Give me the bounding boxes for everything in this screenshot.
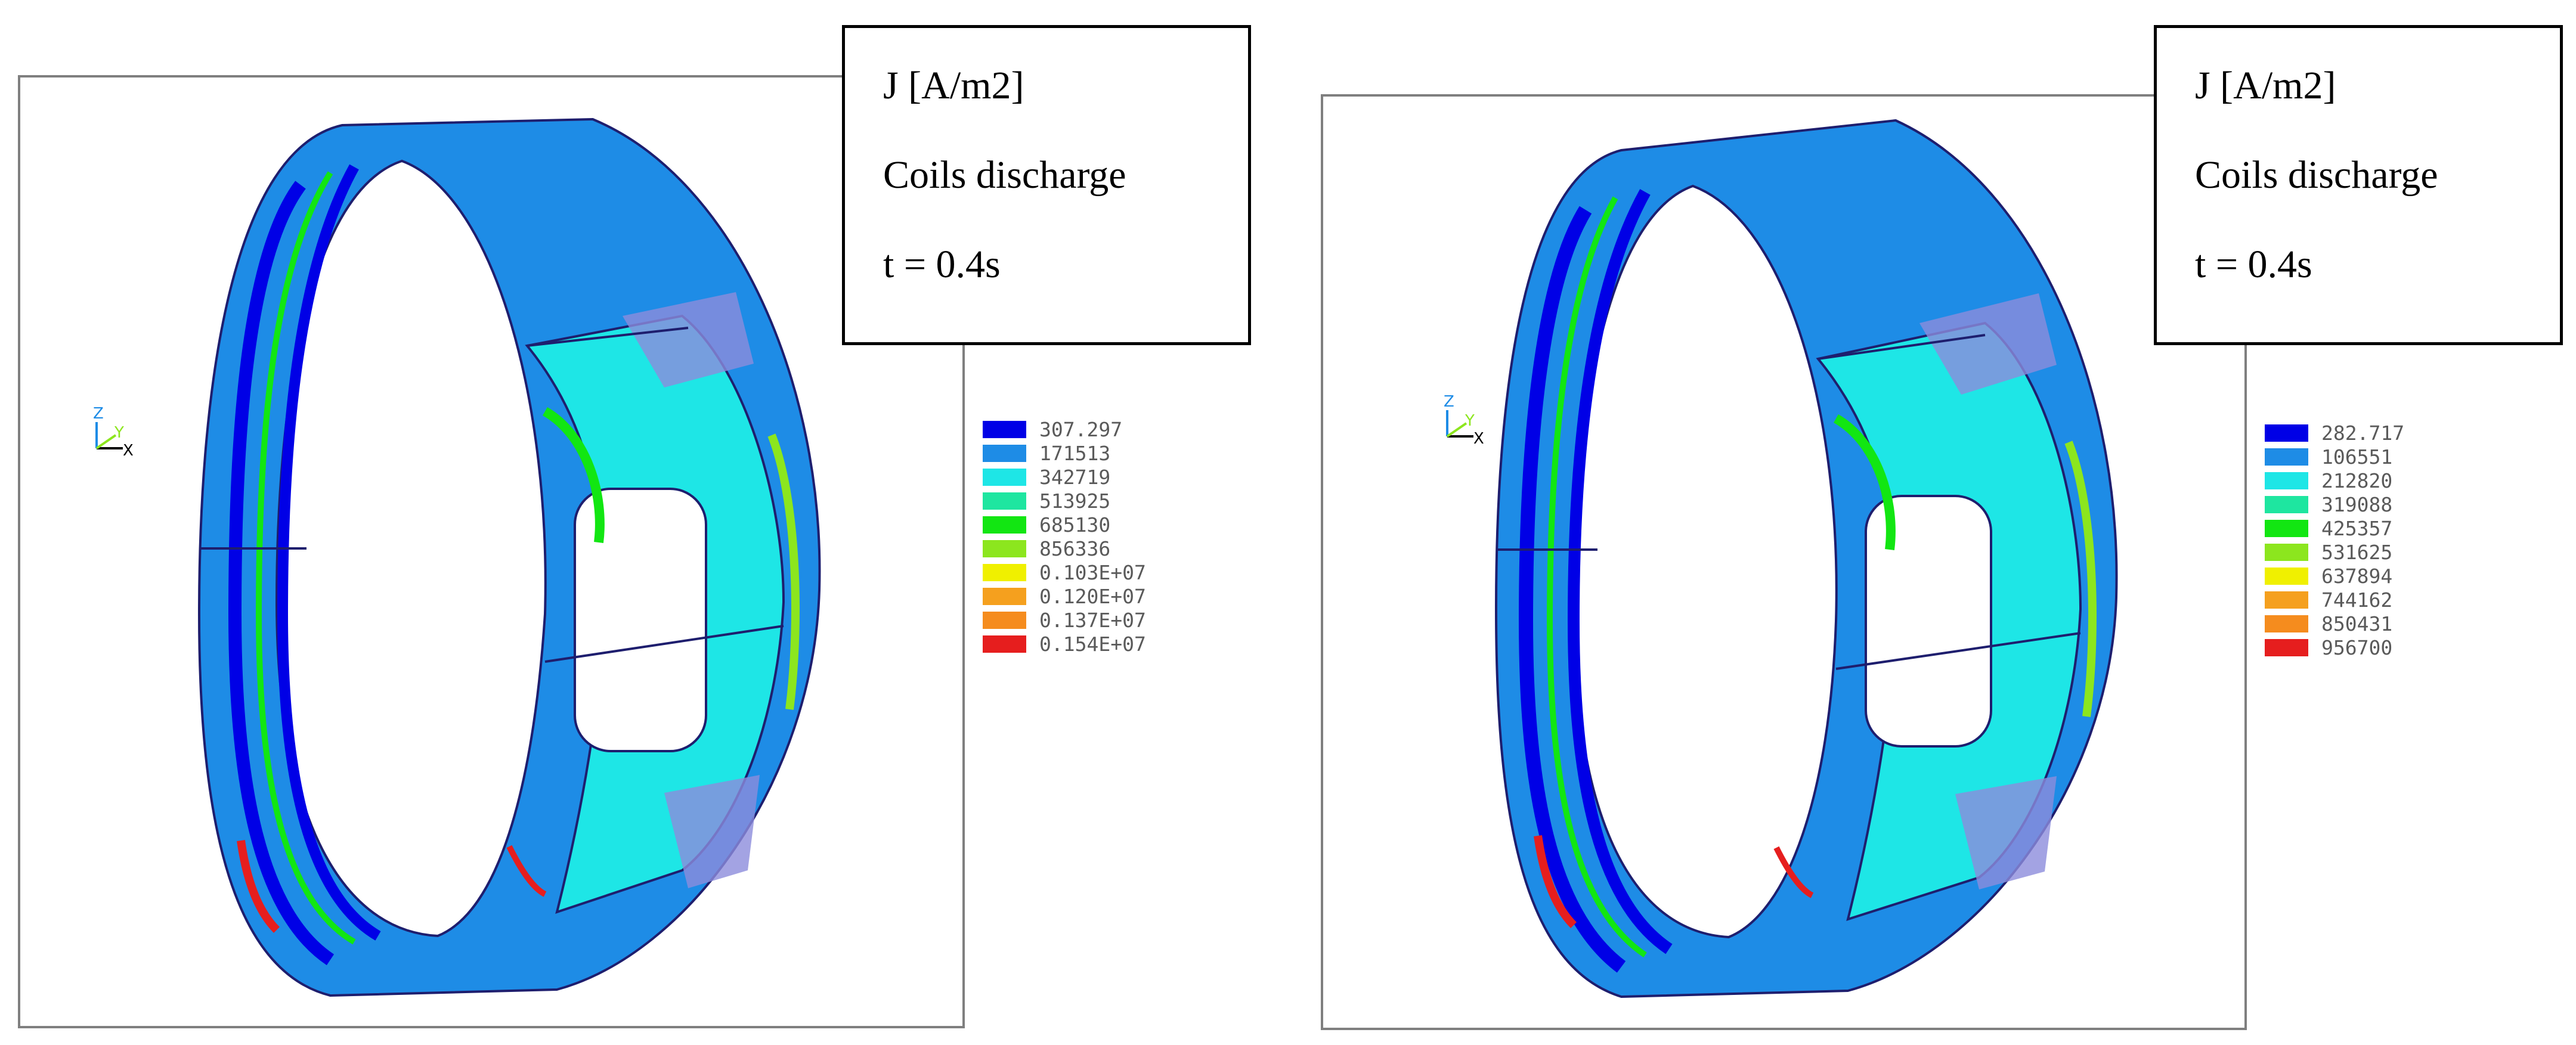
quantity-label: J [A/m2] (2195, 64, 2336, 107)
legend-label: 856336 (1039, 537, 1111, 560)
axis-x-label: X (123, 442, 134, 460)
legend-swatch (983, 516, 1026, 534)
contour-plot-panel-right: Z Y X (1321, 94, 2247, 1030)
legend-label: 956700 (2321, 635, 2393, 659)
axis-y-label: Y (114, 424, 124, 442)
legend-row: 282.717 (2265, 421, 2404, 445)
legend-label: 319088 (2321, 492, 2393, 516)
color-legend-right: 282.717 106551 212820 319088 425357 5316… (2265, 421, 2404, 659)
coil-contour-plot-right: Z Y X (1444, 119, 2118, 999)
legend-swatch (2265, 519, 2308, 537)
legend-swatch (983, 539, 1026, 557)
color-legend-left: 307.297 171513 342719 513925 685130 8563… (983, 417, 1146, 656)
front-ring-stripes (1518, 206, 1626, 973)
legend-row: 319088 (2265, 492, 2404, 516)
legend-label: 0.154E+07 (1039, 632, 1146, 656)
legend-label: 425357 (2321, 516, 2393, 540)
legend-swatch (2265, 472, 2308, 489)
legend-row: 106551 (2265, 445, 2404, 469)
legend-label: 307.297 (1039, 417, 1123, 441)
scenario-label: Coils discharge (883, 153, 1126, 197)
axis-y-label: Y (1465, 412, 1475, 430)
legend-swatch (983, 420, 1026, 438)
legend-row: 856336 (983, 537, 1146, 560)
legend-row: 637894 (2265, 564, 2404, 588)
legend-label: 106551 (2321, 445, 2393, 469)
front-ring-stripes (228, 181, 335, 966)
scenario-label: Coils discharge (2195, 153, 2438, 197)
legend-swatch (2265, 567, 2308, 585)
legend-label: 685130 (1039, 513, 1111, 537)
hotspot-bottom-left (237, 840, 280, 933)
legend-swatch (2265, 448, 2308, 466)
legend-label: 0.103E+07 (1039, 560, 1146, 584)
info-box-right: J [A/m2] Coils discharge t = 0.4s (2154, 25, 2563, 345)
legend-label: 342719 (1039, 465, 1111, 489)
legend-label: 0.120E+07 (1039, 584, 1146, 608)
axis-z-label: Z (1444, 393, 1454, 411)
contour-plot-panel-left: Z Y X (18, 75, 965, 1028)
legend-swatch (2265, 638, 2308, 656)
legend-swatch (2265, 495, 2308, 513)
legend-label: 282.717 (2321, 421, 2405, 445)
legend-row: 956700 (2265, 635, 2404, 659)
legend-label: 850431 (2321, 612, 2393, 635)
rear-window-opening (574, 488, 707, 752)
legend-row: 0.120E+07 (983, 584, 1146, 608)
legend-label: 212820 (2321, 469, 2393, 492)
coil-contour-plot-left: Z Y X (93, 117, 821, 997)
legend-row: 0.103E+07 (983, 560, 1146, 584)
legend-row: 307.297 (983, 417, 1146, 441)
legend-label: 0.137E+07 (1039, 608, 1146, 632)
legend-swatch (2265, 615, 2308, 632)
legend-row: 513925 (983, 489, 1146, 513)
legend-row: 212820 (2265, 469, 2404, 492)
legend-row: 0.137E+07 (983, 608, 1146, 632)
quantity-label: J [A/m2] (883, 64, 1024, 107)
legend-label: 171513 (1039, 441, 1111, 465)
legend-swatch (983, 444, 1026, 462)
legend-swatch (983, 468, 1026, 486)
legend-row: 342719 (983, 465, 1146, 489)
legend-label: 637894 (2321, 564, 2393, 588)
axis-z-label: Z (93, 405, 104, 423)
legend-swatch (983, 563, 1026, 581)
legend-swatch (2265, 543, 2308, 561)
info-box-left: J [A/m2] Coils discharge t = 0.4s (842, 25, 1251, 345)
legend-row: 0.154E+07 (983, 632, 1146, 656)
legend-swatch (2265, 591, 2308, 609)
legend-row: 171513 (983, 441, 1146, 465)
legend-swatch (983, 611, 1026, 629)
rear-window-opening (1865, 495, 1992, 748)
legend-row: 850431 (2265, 612, 2404, 635)
axis-triad: Z Y X (1444, 393, 1484, 448)
legend-swatch (983, 587, 1026, 605)
hotspot-bottom-left (1534, 835, 1577, 928)
legend-label: 513925 (1039, 489, 1111, 513)
legend-row: 685130 (983, 513, 1146, 537)
legend-row: 425357 (2265, 516, 2404, 540)
legend-swatch (2265, 424, 2308, 442)
legend-label: 744162 (2321, 588, 2393, 612)
time-label: t = 0.4s (2195, 243, 2312, 286)
legend-label: 531625 (2321, 540, 2393, 564)
legend-row: 531625 (2265, 540, 2404, 564)
legend-swatch (983, 492, 1026, 510)
axis-triad: Z Y X (93, 405, 134, 460)
axis-x-label: X (1473, 430, 1484, 448)
legend-row: 744162 (2265, 588, 2404, 612)
legend-swatch (983, 635, 1026, 653)
time-label: t = 0.4s (883, 243, 1001, 286)
